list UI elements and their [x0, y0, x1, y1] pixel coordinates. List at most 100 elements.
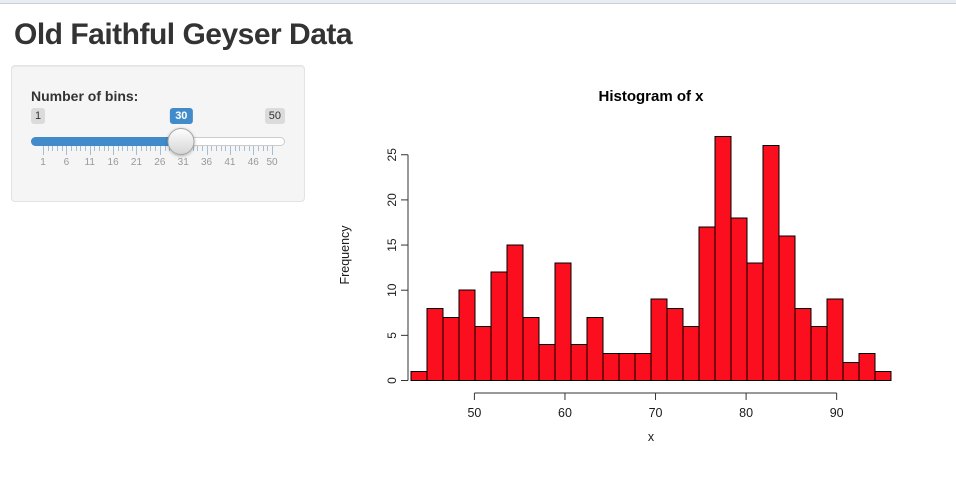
slider-grid-label: 36	[201, 157, 213, 168]
slider-grid-tick	[239, 146, 241, 151]
slider-grid-tick	[136, 146, 138, 155]
slider-grid-tick	[61, 146, 63, 151]
histogram-bar	[442, 316, 460, 382]
slider-grid-tick	[131, 146, 133, 151]
slider-grid-tick	[80, 146, 82, 151]
x-tick-label: 90	[830, 406, 844, 420]
histogram-bar	[426, 307, 444, 381]
slider-grid-tick	[145, 146, 147, 151]
slider-grid-tick	[47, 146, 49, 151]
histogram-bar	[522, 316, 540, 382]
slider-grid-label: 21	[130, 157, 143, 168]
slider-grid-label: 11	[84, 157, 95, 168]
slider-grid-tick	[248, 146, 250, 151]
histogram-plot: 0 5 10 15 20 25 50 60 70 80 90 Histogram of x x Frequ…	[338, 88, 892, 444]
histogram-bar	[474, 325, 492, 382]
x-axis-title: x	[648, 430, 655, 444]
histogram-bar	[634, 352, 652, 382]
slider-grid-tick	[122, 146, 124, 151]
slider-grid-tick	[43, 146, 44, 155]
histogram-bar	[762, 145, 780, 381]
histogram-bar	[858, 352, 876, 382]
y-tick-label: 5	[385, 332, 399, 339]
slider-grid-tick	[243, 146, 245, 151]
slider-grid-tick	[89, 146, 91, 155]
main-panel: 0 5 10 15 20 25 50 60 70 80 90 Histogram of x x Frequ…	[320, 60, 956, 460]
slider-grid-tick	[164, 146, 166, 151]
slider-handle[interactable]	[167, 128, 195, 155]
y-axis-title: Frequency	[338, 225, 352, 285]
histogram-bar	[570, 343, 588, 382]
histogram-bar	[746, 262, 764, 381]
x-tick-label: 50	[467, 406, 481, 420]
slider-grid-tick	[229, 146, 231, 155]
slider-grid-tick	[211, 146, 213, 151]
slider-grid-tick	[71, 146, 73, 151]
slider-grid-tick	[262, 146, 264, 151]
top-border-strip	[0, 0, 956, 4]
slider-grid-tick	[272, 146, 273, 155]
page-title: Old Faithful Geyser Data	[14, 18, 353, 51]
slider-grid-label: 31	[177, 157, 189, 168]
slider-grid-label: 46	[247, 157, 259, 168]
slider-grid-tick	[201, 146, 203, 151]
slider-grid-label: 16	[107, 157, 119, 168]
slider-min-label: 1	[31, 108, 46, 125]
y-tick-label: 0	[385, 377, 399, 384]
slider-grid-tick	[159, 146, 161, 155]
histogram-bar	[410, 370, 428, 382]
slider-grid-tick	[66, 146, 68, 155]
slider-grid-tick	[215, 146, 217, 151]
y-tick-label: 15	[385, 238, 399, 252]
y-tick-label: 10	[385, 283, 399, 297]
histogram-bar	[874, 370, 892, 382]
histogram-bar	[810, 325, 828, 382]
bins-slider-label: Number of bins:	[31, 88, 139, 104]
bins-slider[interactable]: 1 50 30 1 6 11 16 21 26 31 36 41 46 50	[31, 106, 285, 178]
slider-grid-label: 41	[224, 157, 236, 168]
slider-grid-tick	[117, 146, 119, 151]
histogram-bar	[602, 352, 620, 382]
slider-grid-tick	[75, 146, 77, 151]
slider-grid-label: 26	[154, 157, 166, 168]
slider-grid-tick	[220, 146, 222, 151]
slider-grid-tick	[150, 146, 152, 151]
slider-grid-label: 6	[63, 157, 70, 168]
histogram-bar	[618, 352, 636, 382]
slider-max-label: 50	[264, 108, 285, 125]
slider-grid-tick	[141, 146, 143, 151]
slider-grid-tick	[155, 146, 157, 151]
x-tick-label: 80	[739, 406, 753, 420]
slider-grid-tick	[234, 146, 236, 151]
histogram-bar	[458, 289, 476, 381]
histogram-bar	[538, 343, 556, 382]
histogram-bar	[554, 262, 572, 381]
chart-title: Histogram of x	[598, 88, 704, 105]
slider-grid-tick	[52, 146, 54, 151]
x-tick-label: 60	[558, 406, 572, 420]
slider-grid-tick	[192, 146, 194, 151]
slider-grid-tick	[267, 146, 269, 151]
slider-grid-tick	[113, 146, 115, 155]
y-tick-label: 25	[385, 148, 399, 162]
slider-bar-fill	[31, 137, 182, 146]
histogram-bar	[730, 217, 748, 381]
slider-grid-tick	[127, 146, 129, 151]
histogram-bar	[714, 136, 732, 381]
slider-grid-label: 1	[40, 157, 46, 168]
histogram-bar	[490, 271, 508, 381]
sidebar-panel: Number of bins: 1 50 30 1 6 11 16 21 26 31 36 41…	[11, 65, 305, 202]
slider-grid-tick	[197, 146, 199, 151]
slider-grid-tick	[257, 146, 259, 151]
histogram-bar	[794, 307, 812, 381]
slider-grid-label: 50	[266, 157, 278, 168]
histogram-bar	[682, 325, 700, 382]
slider-grid-tick	[94, 146, 96, 151]
histogram-bar	[586, 316, 604, 382]
histogram-bar	[826, 298, 844, 381]
histogram-bar	[698, 226, 716, 381]
slider-grid-tick	[206, 146, 208, 155]
x-tick-label: 70	[649, 406, 663, 420]
y-tick-label: 20	[385, 193, 399, 207]
slider-grid-tick	[225, 146, 227, 151]
